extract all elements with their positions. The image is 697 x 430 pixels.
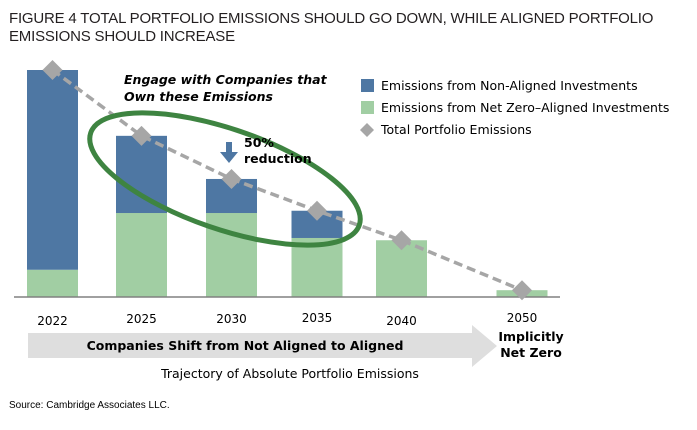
total-marker-2035 [307, 200, 327, 221]
bar-2025-aligned [116, 213, 167, 297]
total-line-layer [42, 60, 532, 301]
legend-swatch-aligned [361, 101, 374, 114]
x-axis-title: Trajectory of Absolute Portfolio Emissio… [160, 366, 419, 381]
bar-2035-aligned [291, 237, 343, 297]
ellipse-layer [87, 110, 363, 248]
bar-2025-non-aligned [116, 135, 167, 214]
total-marker-2022 [42, 60, 63, 80]
bars-layer [27, 70, 548, 297]
x-tick-labels: 2022 2025 2030 2035 2040 2050 [37, 311, 537, 328]
source-note: Source: Cambridge Associates LLC. [9, 400, 170, 411]
shift-arrow-layer [28, 325, 497, 367]
engage-annotation-line1: Engage with Companies that [124, 72, 328, 87]
legend-label-0: Emissions from Non-Aligned Investments [381, 78, 638, 93]
total-marker-2030 [221, 168, 242, 189]
total-marker-2040 [391, 230, 412, 251]
x-tick-2025: 2025 [126, 312, 157, 326]
x-tick-2050: 2050 [507, 311, 538, 325]
shift-arrow-shape [28, 325, 497, 367]
end-annotation-line1: Implicitly [498, 329, 563, 344]
x-tick-2030: 2030 [216, 312, 247, 326]
legend-swatch-non-aligned [361, 79, 374, 92]
bar-2022-non-aligned [27, 70, 78, 270]
total-marker-2050 [512, 280, 532, 301]
legend-label-1: Emissions from Net Zero–Aligned Investme… [381, 100, 669, 115]
total-emissions-line [51, 68, 523, 292]
legend: Emissions from Non-Aligned Investments Em… [360, 78, 669, 137]
shift-arrow-label: Companies Shift from Not Aligned to Alig… [87, 338, 404, 353]
reduction-annotation-line1: 50% [244, 135, 274, 150]
down-arrow-icon [220, 142, 238, 163]
end-annotation-line2: Net Zero [500, 345, 562, 360]
figure-title: FIGURE 4 TOTAL PORTFOLIO EMISSIONS SHOUL… [9, 10, 654, 45]
legend-diamond-icon [360, 123, 374, 137]
x-tick-2035: 2035 [302, 311, 333, 325]
x-tick-2040: 2040 [386, 314, 417, 328]
reduction-annotation-line2: reduction [244, 151, 312, 166]
total-marker-2025 [131, 125, 152, 146]
engage-ellipse [87, 110, 363, 248]
engage-annotation-line2: Own these Emissions [124, 89, 273, 104]
bar-2022-aligned [27, 269, 78, 297]
x-tick-2022: 2022 [37, 314, 68, 328]
legend-label-2: Total Portfolio Emissions [380, 122, 532, 137]
